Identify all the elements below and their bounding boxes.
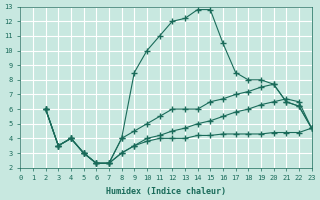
X-axis label: Humidex (Indice chaleur): Humidex (Indice chaleur) — [106, 187, 226, 196]
